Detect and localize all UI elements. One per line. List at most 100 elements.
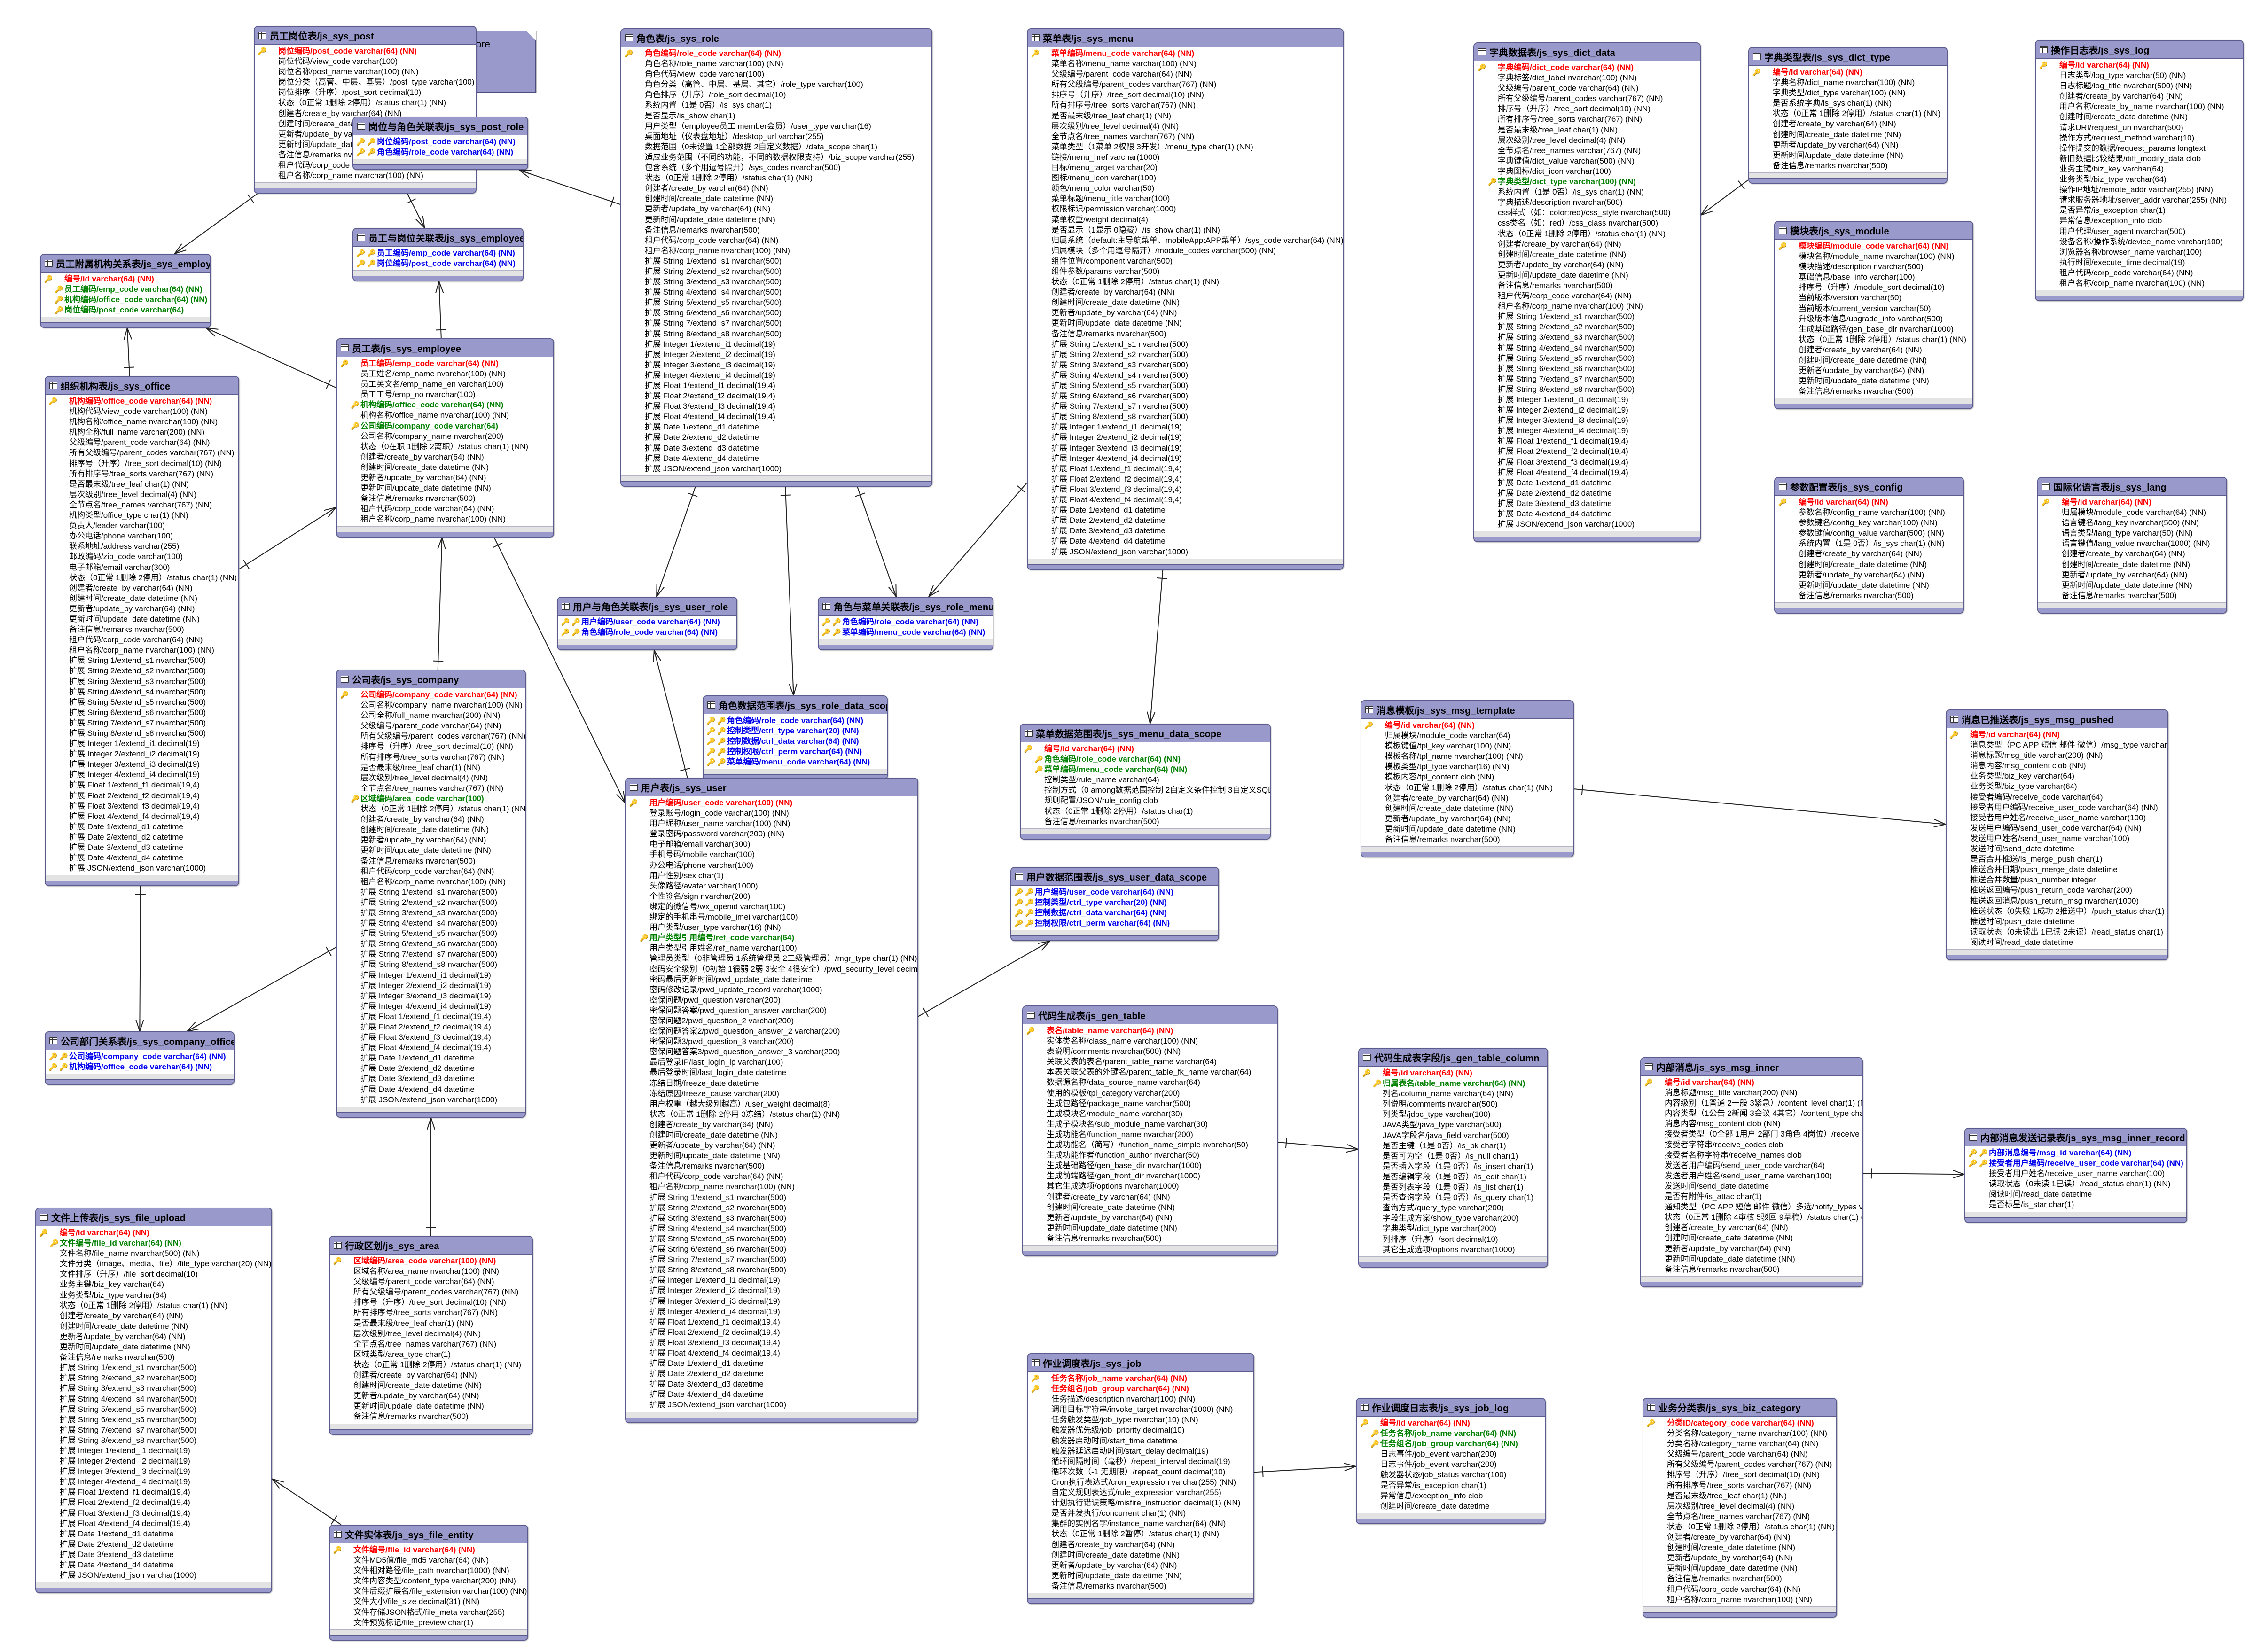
entity-table-js-sys-employee-post[interactable]: 员工与岗位关联表/js_sys_employee_post🔑🔑员工编码/emp_… xyxy=(352,228,524,282)
column-list: 🔑 编号/id varchar(64) (NN) 🔑 角色编码/role_code v… xyxy=(1021,742,1270,828)
gold-key-icon: 🔑 xyxy=(333,1257,342,1265)
table-column: 更新时间/update_date datetime (NN) xyxy=(337,845,525,856)
crows-foot-marker xyxy=(1344,1463,1356,1467)
table-bottom-bar xyxy=(704,774,887,779)
entity-table-js-sys-menu[interactable]: 菜单表/js_sys_menu 🔑 菜单编码/menu_code varchar(6… xyxy=(1027,28,1344,570)
table-column: 扩展 Integer 4/extend_i4 decimal(19) xyxy=(626,1307,917,1317)
column-text: 扩展 Float 4/extend_f4 decimal(19,4) xyxy=(649,1348,780,1357)
gold-key-icon: 🔑 xyxy=(1968,1149,1978,1157)
entity-table-js-sys-msg-inner-record[interactable]: 内部消息发送记录表/js_sys_msg_inner_record 🔑 🔑 内部消息编… xyxy=(1964,1128,2187,1223)
table-column: 基础信息/base_info varchar(100) xyxy=(1775,272,1972,282)
column-text: 消息类型（PC APP 短信 邮件 微信）/msg_type varchar(1… xyxy=(1970,740,2167,750)
column-text: 异常信息/exception_info clob xyxy=(1380,1491,1483,1500)
column-text: 租户名称/corp_name nvarchar(100) (NN) xyxy=(1498,302,1643,311)
entity-table-js-sys-menu-data-scope[interactable]: 菜单数据范围表/js_sys_menu_data_scope 🔑 编号/id var… xyxy=(1020,724,1271,840)
column-text: 创建时间/create_date datetime (NN) xyxy=(1665,1233,1793,1243)
entity-table-js-sys-file-upload[interactable]: 文件上传表/js_sys_file_upload 🔑 编号/id varchar(6… xyxy=(35,1208,272,1594)
entity-table-js-sys-post-role[interactable]: 岗位与角色关联表/js_sys_post_role 🔑 🔑 岗位编码/post_cod… xyxy=(352,117,528,171)
entity-table-js-sys-log[interactable]: 操作日志表/js_sys_log 🔑 编号/id varchar(64) (NN) 日… xyxy=(2035,40,2244,302)
entity-table-js-sys-employee-office[interactable]: 员工附属机构关系表/js_sys_employee_office🔑编号/id v… xyxy=(40,254,211,328)
entity-table-js-sys-dict-type[interactable]: 字典类型表/js_sys_dict_type 🔑 编号/id varchar(64)… xyxy=(1748,47,1948,184)
table-column: 扩展 Integer 3/extend_i3 decimal(19) xyxy=(1028,443,1343,453)
entity-table-js-sys-office[interactable]: 组织机构表/js_sys_office 🔑 机构编码/office_code var… xyxy=(45,376,239,887)
entity-table-js-sys-lang[interactable]: 国际化语言表/js_sys_lang 🔑 编号/id varchar(64) (NN… xyxy=(2037,477,2227,614)
column-text: 包含系统（多个用逗号隔开）/sys_codes nvarchar(500) xyxy=(645,163,841,172)
table-bottom-bar xyxy=(330,1429,532,1434)
table-column: 日志标题/log_title nvarchar(500) (NN) xyxy=(2036,81,2243,91)
entity-table-js-sys-job[interactable]: 作业调度表/js_sys_job 🔑 任务名称/job_name varchar(6… xyxy=(1027,1353,1254,1604)
table-title: 用户与角色关联表/js_sys_user_role xyxy=(573,602,728,613)
column-text: 角色名称/role_name varchar(100) (NN) xyxy=(645,59,783,69)
crows-foot-marker xyxy=(793,683,798,696)
entity-table-js-gen-table-column[interactable]: 代码生成表字段/js_gen_table_column 🔑 编号/id varcha… xyxy=(1358,1048,1548,1268)
column-text: 创建时间/create_date datetime (NN) xyxy=(645,194,774,203)
table-column: 扩展 Float 2/extend_f2 decimal(19,4) xyxy=(36,1497,271,1508)
table-column: 扩展 String 2/extend_s2 nvarchar(500) xyxy=(1028,350,1343,360)
table-column: 扩展 Float 3/extend_f3 decimal(19,4) xyxy=(36,1508,271,1519)
table-icon xyxy=(1365,706,1373,713)
column-text: 扩展 Float 1/extend_f1 decimal(19,4) xyxy=(60,1488,190,1497)
column-text: 列名/column_name varchar(64) (NN) xyxy=(1383,1089,1513,1099)
table-icon xyxy=(334,1242,342,1249)
entity-table-js-gen-table[interactable]: 代码生成表/js_gen_table 🔑 表名/table_name varchar… xyxy=(1022,1005,1278,1256)
column-text: 密码安全级别（0初始 1很弱 2弱 3安全 4很安全）/pwd_security… xyxy=(649,964,918,974)
column-text: 字典图标/dict_icon varchar(100) xyxy=(1498,166,1611,176)
entity-table-js-sys-area[interactable]: 行政区划/js_sys_area 🔑 区域编码/area_code varchar(… xyxy=(329,1236,533,1435)
entity-table-js-sys-dict-data[interactable]: 字典数据表/js_sys_dict_data 🔑 字典编码/dict_code va… xyxy=(1473,42,1701,543)
table-column: 扩展 JSON/extend_json varchar(1000) xyxy=(337,1095,525,1105)
relationship-line xyxy=(187,947,336,1032)
table-column: 桌面地址（仪表盘地址）/desktop_url varchar(255) xyxy=(621,132,931,142)
entity-table-js-sys-role[interactable]: 角色表/js_sys_role 🔑 角色编码/role_code varchar(6… xyxy=(620,28,932,487)
column-text: 生成功能作者/function_author nvarchar(50) xyxy=(1047,1151,1200,1160)
table-column: 扩展 Integer 2/extend_i2 decimal(19) xyxy=(36,1456,271,1466)
table-column: 扩展 String 2/extend_s2 nvarchar(500) xyxy=(621,266,931,277)
column-text: 接受者用户姓名/receive_user_name varchar(100) xyxy=(1970,813,2146,822)
entity-table-js-sys-user-role[interactable]: 用户与角色关联表/js_sys_user_role 🔑 🔑 用户编码/user_cod… xyxy=(557,597,737,651)
entity-table-js-sys-company-office[interactable]: 公司部门关系表/js_sys_company_office 🔑 🔑 公司编码/comp… xyxy=(45,1031,235,1085)
table-bottom-bar xyxy=(1011,935,1218,941)
table-column: 🔑 任务组名/job_group varchar(64) (NN) xyxy=(1028,1384,1253,1394)
entity-table-js-sys-msg-inner[interactable]: 内部消息/js_sys_msg_inner 🔑 编号/id varchar(64) … xyxy=(1640,1057,1863,1287)
table-column: 扩展 JSON/extend_json varchar(1000) xyxy=(46,863,238,873)
entity-table-js-sys-biz-category[interactable]: 业务分类表/js_sys_biz_category 🔑 分类ID/category_… xyxy=(1643,1398,1837,1618)
table-header: 国际化语言表/js_sys_lang xyxy=(2038,478,2226,496)
column-text: 备注信息/remarks nvarchar(500) xyxy=(353,1412,469,1421)
column-text: 扩展 Float 4/extend_f4 decimal(19,4) xyxy=(1051,495,1182,505)
column-text: 文件预览标记/file_preview char(1) xyxy=(353,1618,474,1627)
column-list: 🔑 编号/id varchar(64) (NN) 参数名称/config_name … xyxy=(1775,496,1963,602)
table-bottom-bar xyxy=(1474,537,1700,542)
column-text: 是否最末级/tree_leaf char(1) (NN) xyxy=(1498,125,1618,134)
entity-table-js-sys-user[interactable]: 用户表/js_sys_user 🔑 用户编码/user_code varchar(1… xyxy=(625,778,918,1423)
entity-table-js-sys-role-data-scope[interactable]: 角色数据范围表/js_sys_role_data_scope 🔑 🔑 角色编码/rol… xyxy=(703,695,888,780)
column-text: 密码最后更新时间/pwd_update_date datetime xyxy=(649,974,812,984)
entity-table-js-sys-file-entity[interactable]: 文件实体表/js_sys_file_entity 🔑 文件编号/file_id va… xyxy=(329,1525,528,1641)
gold-key-icon: 🔑 xyxy=(706,727,716,736)
table-column: 父级编号/parent_code varchar(64) (NN) xyxy=(1028,69,1343,79)
entity-table-js-sys-config[interactable]: 参数配置表/js_sys_config 🔑 编号/id varchar(64) (N… xyxy=(1774,477,1964,614)
table-footer xyxy=(621,475,931,481)
entity-table-js-sys-msg-template[interactable]: 消息模板/js_sys_msg_template 🔑 编号/id varchar(6… xyxy=(1361,700,1574,858)
entity-table-js-sys-company[interactable]: 公司表/js_sys_company 🔑 公司编码/company_code var… xyxy=(336,670,526,1118)
column-text: 角色编码/role_code varchar(64) (NN) xyxy=(377,148,514,157)
entity-table-js-sys-employee[interactable]: 员工表/js_sys_employee 🔑 员工编码/emp_code varcha… xyxy=(336,338,554,538)
column-text: 租户名称/corp_name nvarchar(100) (NN) xyxy=(649,1182,795,1192)
entity-table-js-sys-user-data-scope[interactable]: 用户数据范围表/js_sys_user_data_scope 🔑 🔑 用户编码/use… xyxy=(1010,867,1219,942)
table-column: 🔑 编号/id varchar(64) (NN) xyxy=(1749,67,1947,78)
entity-table-js-sys-role-menu[interactable]: 角色与菜单关联表/js_sys_role_menu 🔑 🔑 角色编码/role_cod… xyxy=(818,597,993,651)
entity-table-js-sys-module[interactable]: 模块表/js_sys_module 🔑 模块编码/module_code varch… xyxy=(1774,221,1973,410)
column-text: 归属表名/table_name varchar(64) (NN) xyxy=(1383,1079,1525,1088)
column-text: 扩展 Date 2/extend_d2 datetime xyxy=(60,1539,174,1549)
table-column: 创建者/create_by varchar(64) (NN) xyxy=(1749,119,1947,129)
table-column: 所有排序号/tree_sorts varchar(767) (NN) xyxy=(1028,100,1343,110)
column-text: 菜单权重/weight decimal(4) xyxy=(1051,215,1148,224)
table-column: 所有排序号/tree_sorts varchar(767) (NN) xyxy=(337,752,525,763)
entity-table-js-sys-msg-pushed[interactable]: 消息已推送表/js_sys_msg_pushed 🔑 编号/id varchar(6… xyxy=(1946,709,2168,960)
entity-table-js-sys-job-log[interactable]: 作业调度日志表/js_sys_job_log 🔑 编号/id varchar(64)… xyxy=(1356,1398,1546,1524)
column-text: 扩展 String 4/extend_s4 nvarchar(500) xyxy=(649,1223,787,1233)
column-text: 更新时间/update_date datetime (NN) xyxy=(1051,319,1182,328)
table-header: 用户数据范围表/js_sys_user_data_scope xyxy=(1011,868,1218,886)
table-column: 扩展 String 2/extend_s2 nvarchar(500) xyxy=(1474,322,1700,332)
column-text: 组件位置/component varchar(500) xyxy=(1051,256,1173,265)
column-text: 层次级别/tree_level decimal(4) (NN) xyxy=(1498,135,1626,145)
table-column: 扩展 Float 3/extend_f3 decimal(19,4) xyxy=(626,1338,917,1348)
